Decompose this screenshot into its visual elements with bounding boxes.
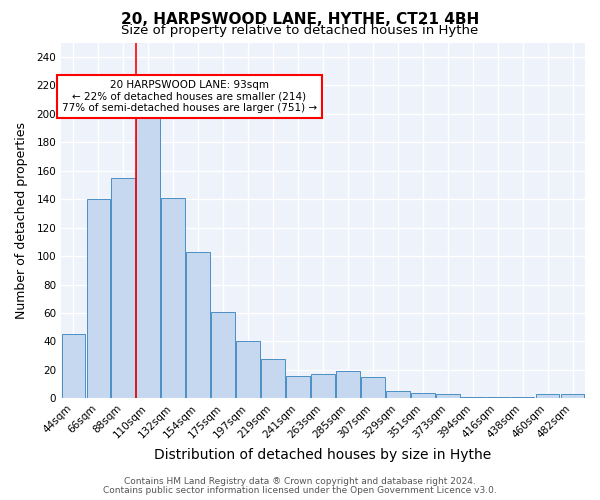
Text: Contains public sector information licensed under the Open Government Licence v3: Contains public sector information licen… [103, 486, 497, 495]
Bar [236, 342, 260, 398]
Bar [311, 374, 335, 398]
Bar [261, 358, 285, 399]
Bar [386, 392, 410, 398]
Bar [286, 376, 310, 398]
Bar [560, 394, 584, 398]
Bar [336, 372, 360, 398]
Bar [461, 397, 485, 398]
Text: Size of property relative to detached houses in Hythe: Size of property relative to detached ho… [121, 24, 479, 37]
Bar [62, 334, 85, 398]
Y-axis label: Number of detached properties: Number of detached properties [15, 122, 28, 319]
Bar [211, 312, 235, 398]
Bar [411, 393, 434, 398]
Bar [86, 199, 110, 398]
X-axis label: Distribution of detached houses by size in Hythe: Distribution of detached houses by size … [154, 448, 491, 462]
Bar [511, 397, 535, 398]
Text: 20, HARPSWOOD LANE, HYTHE, CT21 4BH: 20, HARPSWOOD LANE, HYTHE, CT21 4BH [121, 12, 479, 28]
Bar [361, 377, 385, 398]
Bar [486, 397, 509, 398]
Text: 20 HARPSWOOD LANE: 93sqm
← 22% of detached houses are smaller (214)
77% of semi-: 20 HARPSWOOD LANE: 93sqm ← 22% of detach… [62, 80, 317, 113]
Bar [536, 394, 559, 398]
Bar [161, 198, 185, 398]
Bar [112, 178, 135, 398]
Bar [436, 394, 460, 398]
Bar [187, 252, 210, 398]
Bar [136, 114, 160, 399]
Text: Contains HM Land Registry data ® Crown copyright and database right 2024.: Contains HM Land Registry data ® Crown c… [124, 477, 476, 486]
